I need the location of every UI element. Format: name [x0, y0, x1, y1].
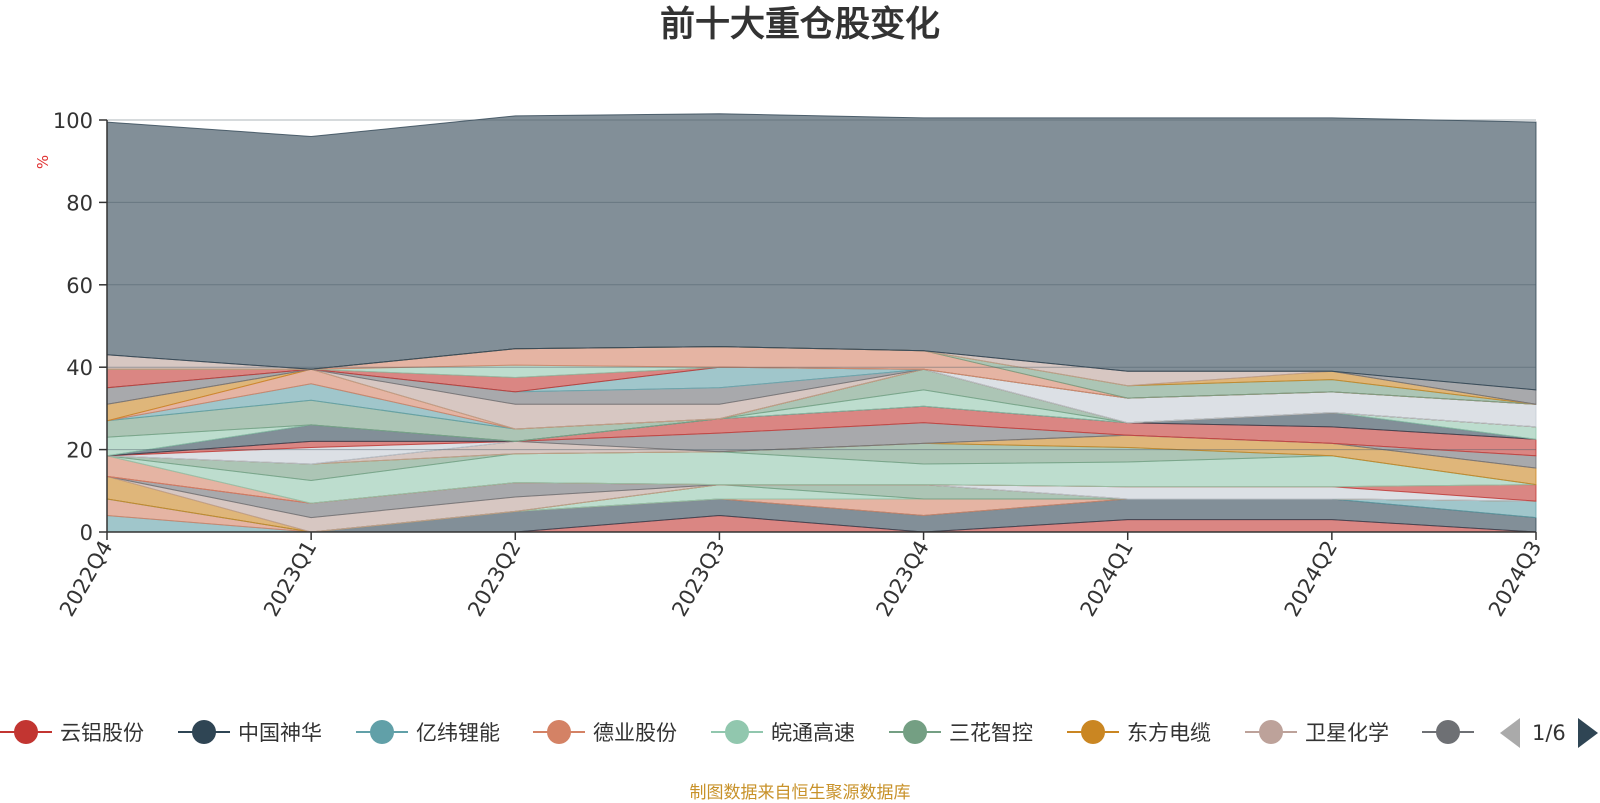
legend-label: 德业股份 [593, 721, 677, 745]
area-series-36 [106, 113, 1537, 391]
legend-item[interactable]: 东方电缆 [1067, 712, 1211, 752]
x-tick-label-2: 2023Q2 [463, 537, 525, 621]
legend-item[interactable]: 三花智控 [889, 712, 1033, 752]
legend-marker-icon [1067, 712, 1119, 752]
legend-item[interactable]: 德业股份 [533, 712, 677, 752]
legend-label: 亿纬锂能 [416, 721, 500, 745]
legend-item[interactable]: 中国神华 [178, 712, 322, 752]
legend-marker-icon [533, 712, 585, 752]
legend-marker-icon [1422, 712, 1474, 752]
y-tick-label-0: 0 [80, 521, 93, 545]
legend-next-page-icon[interactable] [1577, 718, 1598, 748]
legend-label: 皖通高速 [771, 721, 855, 745]
legend-label: 云铝股份 [60, 721, 144, 745]
chart-title: 前十大重仓股变化 [659, 5, 940, 45]
source-note: 制图数据来自恒生聚源数据库 [689, 783, 911, 803]
legend-label: 卫星化学 [1305, 721, 1389, 745]
y-tick-label-5: 100 [53, 109, 93, 133]
stacked-area-chart: 0 20 40 60 80 100 2022Q4 2023Q1 2023Q2 2023Q3 2023… [34, 109, 1546, 621]
x-tick-label-7: 2024Q3 [1484, 537, 1546, 621]
legend-marker-icon [356, 712, 408, 752]
y-tick-label-4: 80 [66, 191, 93, 215]
x-tick-label-4: 2023Q4 [871, 537, 933, 621]
legend-item[interactable]: 皖通高速 [711, 712, 855, 752]
legend-marker-icon [1245, 712, 1297, 752]
legend-page-indicator: 1/6 [1532, 721, 1566, 745]
x-tick-label-3: 2023Q3 [667, 537, 729, 621]
y-axis-label: % [34, 155, 52, 169]
y-tick-label-1: 20 [66, 439, 93, 463]
y-tick-label-2: 40 [66, 356, 93, 380]
x-tick-label-5: 2024Q1 [1076, 537, 1138, 621]
legend-pager: 1/6 [1500, 716, 1598, 750]
area-layer [106, 113, 1537, 533]
x-tick-label-6: 2024Q2 [1280, 537, 1342, 621]
legend-item[interactable]: 卫星化学 [1245, 712, 1389, 752]
grid-layer [107, 119, 1536, 451]
legend-label: 东方电缆 [1127, 721, 1211, 745]
legend-marker-icon [889, 712, 941, 752]
legend-item[interactable]: 三一重工 [1422, 712, 1478, 752]
x-tick-label-0: 2022Q4 [55, 537, 117, 621]
legend-marker-icon [0, 712, 52, 752]
legend-label: 中国神华 [238, 721, 322, 745]
legend-marker-icon [178, 712, 230, 752]
y-tick-label-3: 60 [66, 274, 93, 298]
legend-label: 三花智控 [949, 721, 1033, 745]
legend-item[interactable]: 亿纬锂能 [356, 712, 500, 752]
x-tick-label-1: 2023Q1 [259, 537, 321, 621]
legend: 云铝股份 中国神华 亿纬锂能 德业股份 皖通高速 三花智控 东方电缆 卫星化学 三一重工 [0, 712, 1478, 752]
legend-marker-icon [711, 712, 763, 752]
legend-item[interactable]: 云铝股份 [0, 712, 144, 752]
legend-prev-page-icon[interactable] [1500, 718, 1520, 748]
